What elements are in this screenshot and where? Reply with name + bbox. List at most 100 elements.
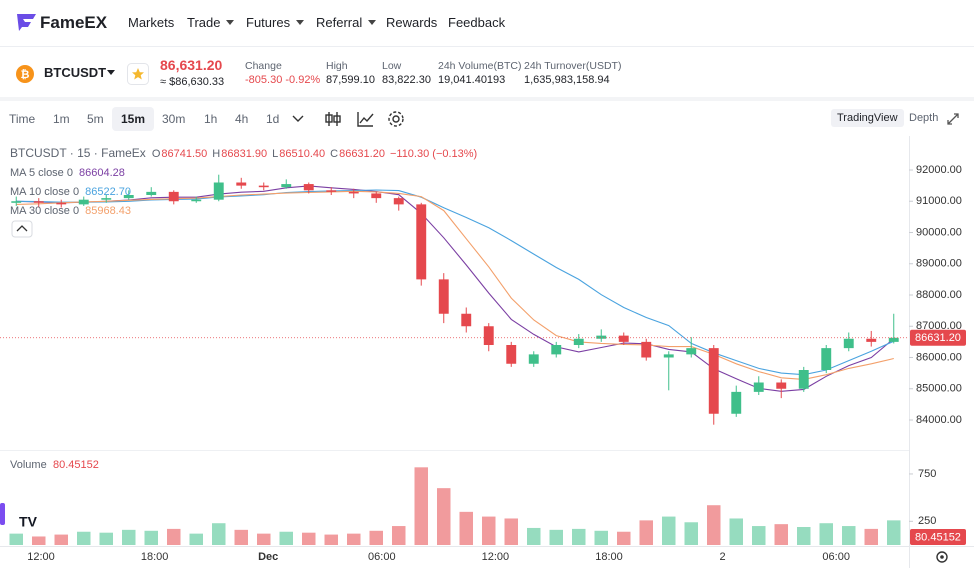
candle-body bbox=[33, 201, 44, 203]
volume-tag-label: 80.45152 bbox=[915, 531, 961, 543]
candle-body bbox=[663, 354, 674, 358]
x-tick-label: 12:00 bbox=[482, 551, 510, 563]
ohlc-change: −110.30 (−0.13%) bbox=[390, 148, 477, 160]
candle-body bbox=[461, 313, 472, 327]
view-button[interactable]: TradingView bbox=[831, 109, 904, 127]
volume-bar bbox=[212, 523, 226, 545]
candle-body bbox=[56, 202, 67, 205]
candle-body bbox=[213, 182, 224, 200]
logo-icon bbox=[17, 14, 36, 31]
price-usd: ≈ $86,630.33 bbox=[160, 76, 225, 88]
candle-body bbox=[191, 199, 202, 202]
nav-item[interactable]: Trade bbox=[187, 15, 221, 30]
interval-button[interactable]: 1h bbox=[204, 112, 218, 126]
ma-legend-value: 86604.28 bbox=[79, 167, 125, 179]
candle-body bbox=[303, 184, 314, 191]
candle-body bbox=[416, 204, 427, 280]
candle-body bbox=[258, 185, 269, 188]
stat-label: Change bbox=[245, 60, 282, 72]
nav-dropdown-arrow[interactable] bbox=[368, 20, 377, 26]
volume-bar bbox=[54, 534, 68, 545]
candle-body bbox=[798, 370, 809, 389]
svg-text:₿: ₿ bbox=[21, 69, 30, 81]
candle-body bbox=[101, 198, 112, 200]
stat-value: -805.30 -0.92% bbox=[245, 74, 321, 86]
ma-line bbox=[16, 190, 894, 380]
volume-bar bbox=[887, 520, 901, 545]
candle-body bbox=[843, 338, 854, 349]
y-tick-label: 85000.00 bbox=[916, 383, 962, 395]
nav-dropdown-arrow[interactable] bbox=[296, 20, 305, 26]
nav-item[interactable]: Referral bbox=[316, 15, 363, 30]
view-button[interactable]: Depth bbox=[909, 112, 939, 124]
time-label: Time bbox=[9, 112, 36, 126]
tv-logo: TV bbox=[19, 514, 38, 530]
fullscreen-button[interactable] bbox=[945, 111, 961, 127]
last-price: 86,631.20 bbox=[160, 57, 223, 73]
volume-bar bbox=[414, 467, 428, 545]
candle-body bbox=[551, 345, 562, 355]
nav-item[interactable]: Futures bbox=[246, 15, 291, 30]
y-tick-label: 92000.00 bbox=[916, 164, 962, 176]
interval-button[interactable]: 4h bbox=[235, 112, 249, 126]
top-nav: FameEX Markets Trade Futures Referral Reward… bbox=[0, 0, 974, 47]
stat-value: 19,041.40193 bbox=[438, 74, 506, 86]
candle-body bbox=[686, 348, 697, 355]
nav-dropdown-arrow[interactable] bbox=[226, 20, 235, 26]
volume-bar bbox=[752, 526, 766, 545]
interval-button[interactable]: 1m bbox=[53, 112, 70, 126]
last-price-tag bbox=[910, 329, 966, 346]
y-tick-label: 86000.00 bbox=[916, 351, 962, 363]
tool-icons[interactable] bbox=[323, 109, 413, 129]
stat-value: 1,635,983,158.94 bbox=[524, 74, 610, 86]
candle-body bbox=[618, 335, 629, 342]
candle-body bbox=[78, 199, 89, 205]
interval-button[interactable]: 15m bbox=[112, 107, 155, 131]
ma-line bbox=[16, 185, 895, 392]
separator bbox=[0, 97, 974, 101]
collapse-legend[interactable] bbox=[11, 220, 33, 238]
y-tick-label: 88000.00 bbox=[916, 289, 962, 301]
more-intervals[interactable] bbox=[292, 114, 304, 124]
nav-item[interactable]: Feedback bbox=[448, 15, 506, 30]
coin-icon: ₿ bbox=[16, 65, 34, 83]
volume-bar bbox=[707, 505, 721, 545]
settings-gear[interactable] bbox=[936, 551, 948, 563]
nav-item[interactable]: Rewards bbox=[386, 15, 438, 30]
candle-body bbox=[731, 391, 742, 414]
interval-button[interactable]: 5m bbox=[87, 112, 104, 126]
y-tick-label: 87000.00 bbox=[916, 320, 962, 332]
volume-bar bbox=[459, 511, 473, 545]
candle-body bbox=[776, 382, 787, 389]
stat-label: Low bbox=[382, 60, 402, 72]
volume-tick-label: 750 bbox=[918, 468, 936, 480]
interval-button[interactable]: 30m bbox=[162, 112, 186, 126]
stat-label: High bbox=[326, 60, 348, 72]
favorite-button[interactable] bbox=[127, 63, 149, 85]
volume-bar bbox=[572, 528, 586, 545]
nav-item[interactable]: Markets bbox=[128, 15, 175, 30]
ma-legend-name: MA 5 close 0 bbox=[10, 167, 73, 179]
volume-bar bbox=[549, 529, 563, 545]
candle-body bbox=[483, 326, 494, 345]
volume-bar bbox=[639, 520, 653, 545]
candle-body bbox=[708, 348, 719, 414]
ma-legend-value: 86522.70 bbox=[85, 186, 131, 198]
candle-body bbox=[753, 382, 764, 392]
symbol-dropdown[interactable] bbox=[106, 69, 116, 77]
logo-text[interactable]: FameEX bbox=[40, 13, 108, 32]
ohlc-label: L bbox=[272, 148, 278, 160]
x-tick-label: Dec bbox=[258, 551, 278, 563]
y-tick-label: 89000.00 bbox=[916, 258, 962, 270]
x-tick-label: 18:00 bbox=[595, 551, 623, 563]
interval-button[interactable]: 1d bbox=[266, 112, 280, 126]
volume-bar bbox=[234, 529, 248, 545]
side-tab[interactable] bbox=[0, 503, 5, 525]
candle-body bbox=[236, 182, 247, 186]
x-tick-label: 06:00 bbox=[822, 551, 850, 563]
symbol[interactable]: BTCUSDT bbox=[44, 65, 107, 80]
volume-bar bbox=[392, 526, 406, 545]
volume-bar bbox=[662, 516, 676, 545]
